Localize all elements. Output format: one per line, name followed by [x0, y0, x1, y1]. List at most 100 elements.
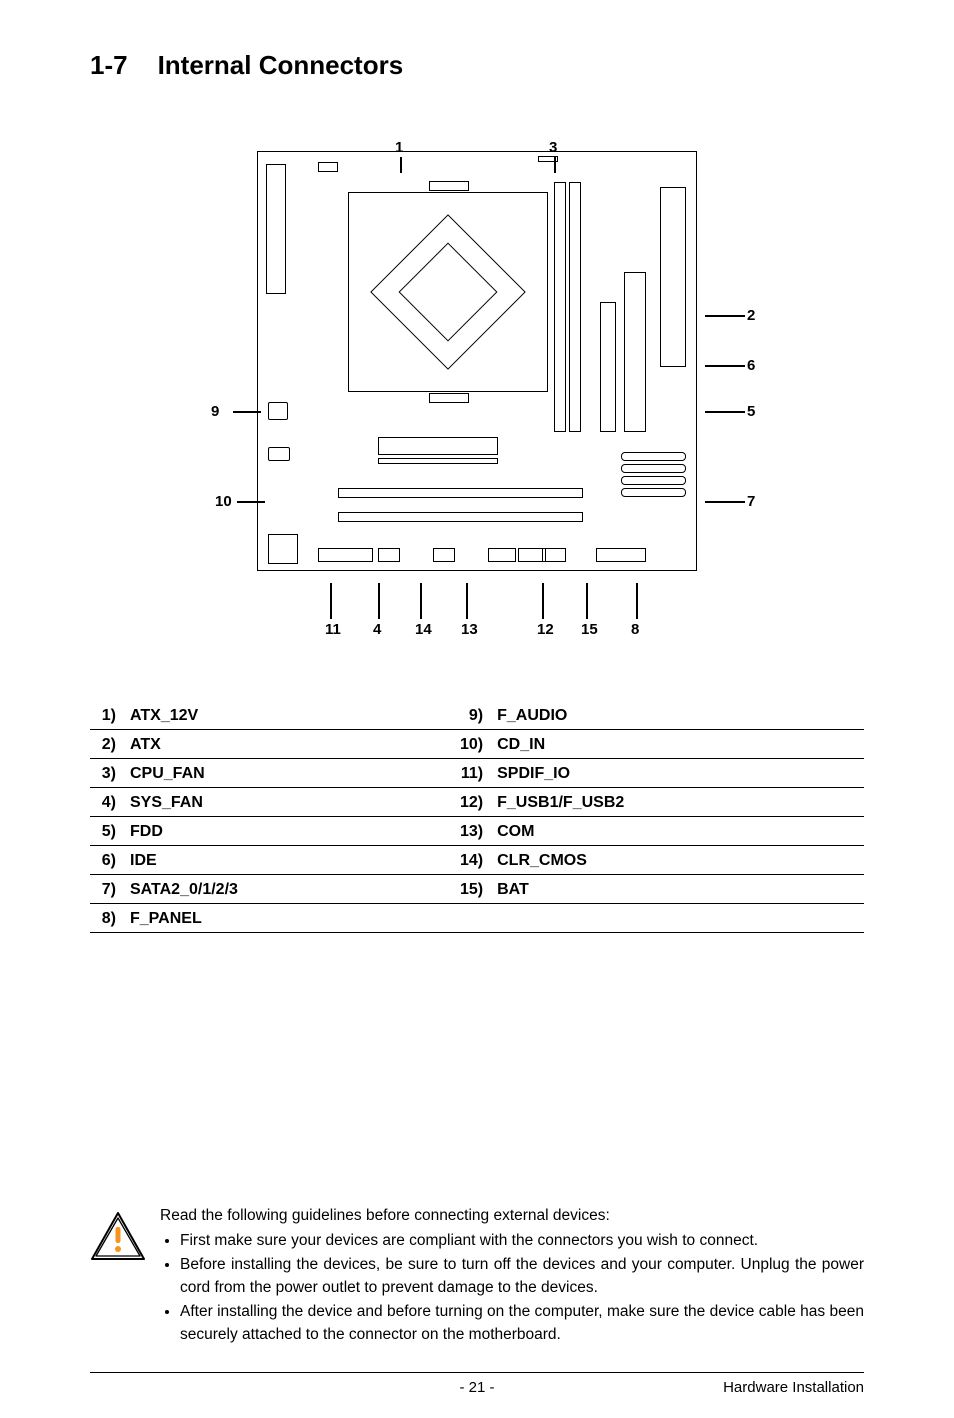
leader-line	[233, 411, 261, 413]
sata-connectors	[621, 452, 686, 500]
guideline-item: First make sure your devices are complia…	[180, 1230, 864, 1252]
leader-line	[330, 583, 332, 619]
connector-number: 1)	[90, 701, 126, 730]
callout-number: 2	[747, 307, 755, 324]
battery-circle	[268, 534, 298, 564]
connector-name: CLR_CMOS	[493, 846, 864, 875]
guidelines-intro: Read the following guidelines before con…	[160, 1205, 864, 1227]
footer-right: Hardware Installation	[723, 1379, 864, 1396]
cpu-socket-frame	[348, 192, 548, 392]
leader-line	[705, 411, 745, 413]
io-shield	[266, 164, 286, 294]
connector-number	[456, 904, 493, 933]
callout-number: 3	[549, 139, 557, 156]
connector-name: F_USB1/F_USB2	[493, 788, 864, 817]
f-panel-header	[596, 548, 646, 562]
leader-line	[705, 315, 745, 317]
connector-number: 5)	[90, 817, 126, 846]
fdd-connector	[600, 302, 616, 432]
connector-number: 11)	[456, 759, 493, 788]
connector-number: 13)	[456, 817, 493, 846]
callout-number: 10	[215, 493, 232, 510]
pcie-slot-1	[338, 488, 583, 498]
f-audio-header	[268, 447, 290, 461]
connector-name: CD_IN	[493, 730, 864, 759]
connector-row: 3)CPU_FAN11)SPDIF_IO	[90, 759, 864, 788]
leader-line	[542, 583, 544, 619]
connector-row: 4)SYS_FAN12)F_USB1/F_USB2	[90, 788, 864, 817]
callout-number: 6	[747, 357, 755, 374]
leader-line	[378, 583, 380, 619]
connector-number: 3)	[90, 759, 126, 788]
connector-name: CPU_FAN	[126, 759, 456, 788]
motherboard-diagram: 132657910114141312158	[177, 121, 777, 651]
cpu-socket	[370, 214, 526, 370]
connector-number: 12)	[456, 788, 493, 817]
callout-number: 4	[373, 621, 381, 638]
leader-line	[586, 583, 588, 619]
leader-line	[636, 583, 638, 619]
page-footer: - 21 - Hardware Installation	[90, 1372, 864, 1396]
callout-number: 8	[631, 621, 639, 638]
bat-header	[542, 548, 566, 562]
connector-name: SPDIF_IO	[493, 759, 864, 788]
ide-connector	[624, 272, 646, 432]
chipset-bar	[378, 458, 498, 464]
callout-number: 7	[747, 493, 755, 510]
connector-number: 2)	[90, 730, 126, 759]
cpu-clip-top	[429, 181, 469, 191]
cdin-header	[378, 548, 400, 562]
leader-line	[420, 583, 422, 619]
connector-name: F_PANEL	[126, 904, 456, 933]
guideline-item: After installing the device and before t…	[180, 1301, 864, 1346]
callout-number: 5	[747, 403, 755, 420]
connector-name: IDE	[126, 846, 456, 875]
atx-24pin	[660, 187, 686, 367]
section-number: 1-7	[90, 50, 128, 81]
connector-number: 15)	[456, 875, 493, 904]
warning-icon	[90, 1211, 146, 1261]
connector-row: 1)ATX_12V9)F_AUDIO	[90, 701, 864, 730]
guidelines-list: First make sure your devices are complia…	[160, 1230, 864, 1346]
guidelines-block: Read the following guidelines before con…	[90, 1205, 864, 1348]
leader-line	[554, 157, 556, 173]
connector-number: 10)	[456, 730, 493, 759]
callout-number: 13	[461, 621, 478, 638]
connector-table: 1)ATX_12V9)F_AUDIO2)ATX10)CD_IN3)CPU_FAN…	[90, 701, 864, 933]
footer-page-number: - 21 -	[459, 1379, 494, 1396]
guideline-item: Before installing the devices, be sure t…	[180, 1254, 864, 1299]
callout-number: 11	[325, 621, 341, 638]
connector-row: 8)F_PANEL	[90, 904, 864, 933]
cpu-fan-header	[318, 162, 338, 172]
connector-row: 7)SATA2_0/1/2/315)BAT	[90, 875, 864, 904]
connector-number: 9)	[456, 701, 493, 730]
leader-line	[400, 157, 402, 173]
section-heading: 1-7 Internal Connectors	[90, 50, 864, 81]
callout-number: 15	[581, 621, 598, 638]
connector-name	[493, 904, 864, 933]
connector-row: 6)IDE14)CLR_CMOS	[90, 846, 864, 875]
connector-name: ATX_12V	[126, 701, 456, 730]
callout-number: 9	[211, 403, 219, 420]
connector-name: SATA2_0/1/2/3	[126, 875, 456, 904]
connector-row: 2)ATX10)CD_IN	[90, 730, 864, 759]
spdif-header	[318, 548, 373, 562]
callout-number: 1	[395, 139, 403, 156]
leader-line	[237, 501, 265, 503]
pcie-slot-2	[338, 512, 583, 522]
connector-number: 8)	[90, 904, 126, 933]
callout-number: 14	[415, 621, 432, 638]
dimm-slot-1	[554, 182, 566, 432]
board-outline	[257, 151, 697, 571]
dimm-slot-2	[569, 182, 581, 432]
cpu-die	[399, 243, 498, 342]
leader-line	[705, 501, 745, 503]
connector-number: 4)	[90, 788, 126, 817]
connector-row: 5)FDD13)COM	[90, 817, 864, 846]
connector-name: F_AUDIO	[493, 701, 864, 730]
section-title: Internal Connectors	[158, 50, 404, 80]
connector-number: 6)	[90, 846, 126, 875]
connector-name: BAT	[493, 875, 864, 904]
cpu-clip-bottom	[429, 393, 469, 403]
chipset-heatsink	[378, 437, 498, 455]
